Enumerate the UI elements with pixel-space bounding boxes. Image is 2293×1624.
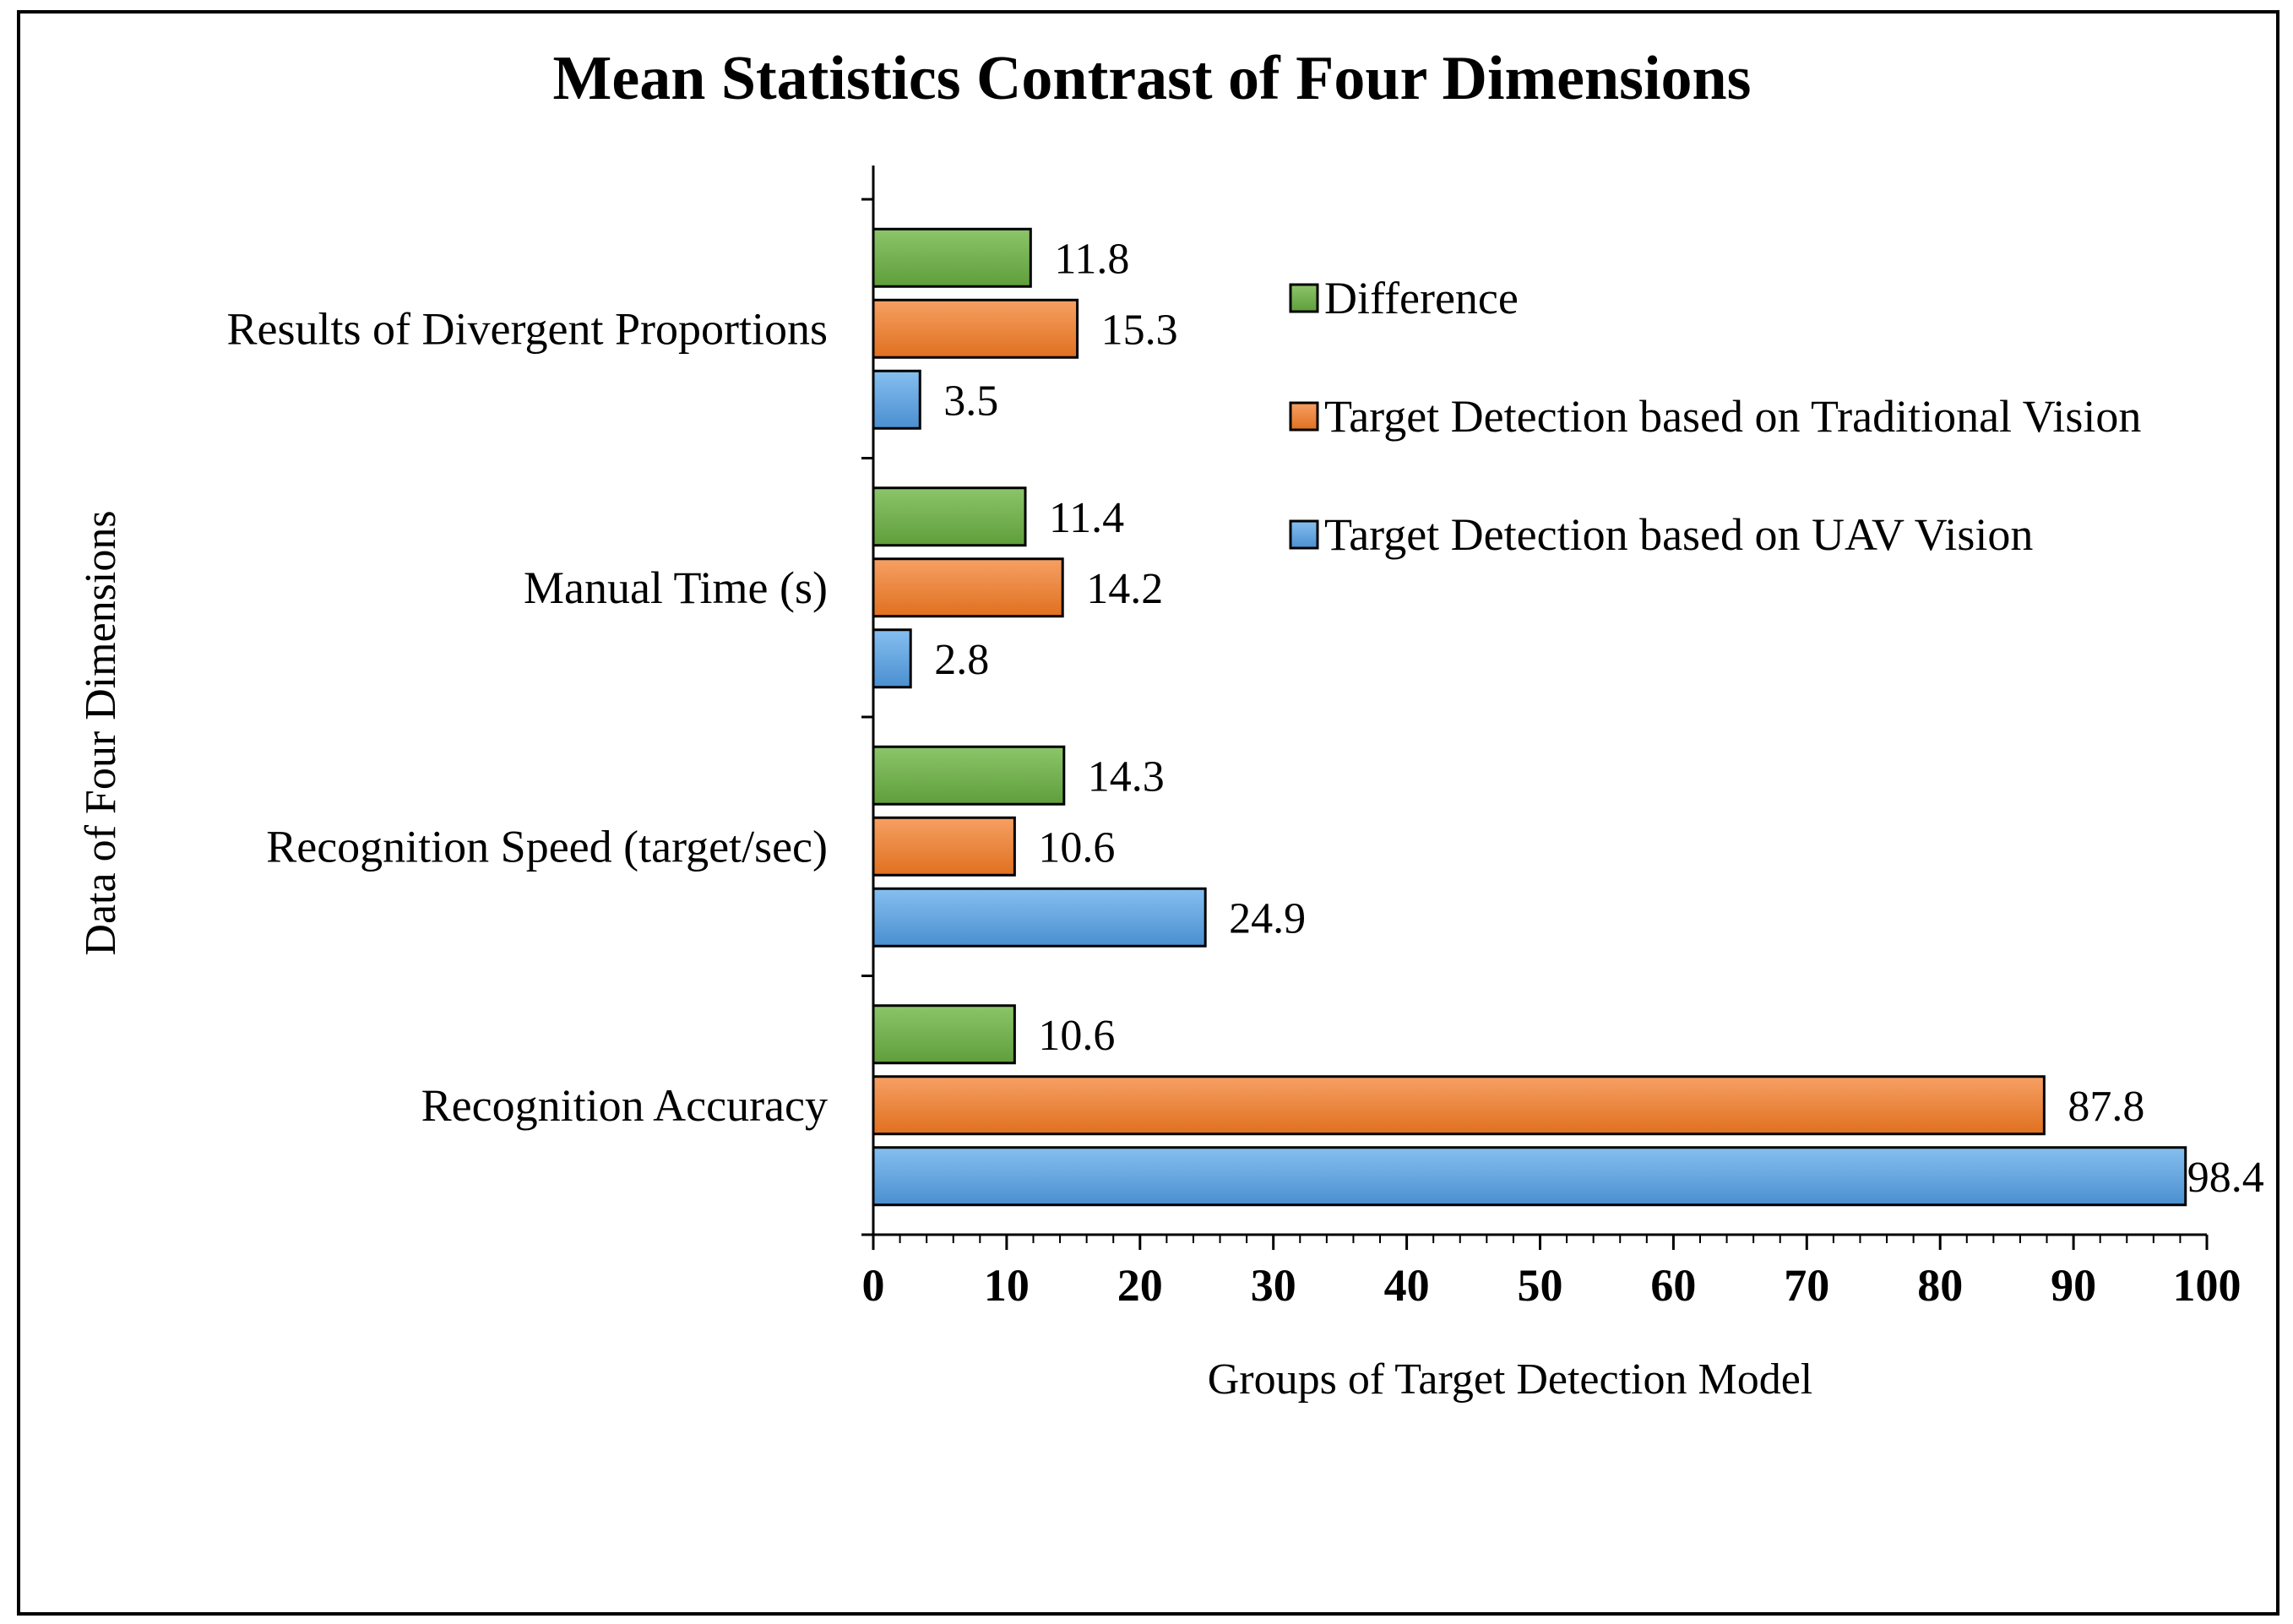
bar-target-detection-based-on-uav-vision-recognition-accuracy [872, 1146, 2187, 1207]
x-tick-label-20: 20 [1117, 1260, 1163, 1311]
chart-title: Mean Statistics Contrast of Four Dimensi… [553, 44, 1752, 113]
bar-target-detection-based-on-traditional-vision-recognition-speed-target-sec [872, 816, 1016, 877]
legend-item-target-detection-based-on-traditional-vision: Target Detection based on Traditional Vi… [1289, 391, 2141, 442]
x-tick-label-70: 70 [1784, 1260, 1829, 1311]
category-labels-group: Results of Divergent Proportions Manual T… [227, 303, 828, 1131]
legend-item-difference: Difference [1289, 273, 1519, 323]
category-label-recognition-speed-target-sec: Recognition Speed (target/sec) [266, 821, 828, 872]
axes-group [861, 166, 2209, 1250]
bar-target-detection-based-on-uav-vision-manual-time-s [872, 628, 912, 689]
legend-swatch-target-detection-based-on-uav-vision [1289, 519, 1319, 550]
value-label-difference-results-of-divergent-proportions: 11.8 [1054, 235, 1129, 283]
value-labels-group: 11.8 15.3 3.5 11.4 14.2 2.8 14.3 10.6 24.9 10.6 87… [934, 235, 2264, 1202]
value-label-target-detection-based-on-traditional-vision-recognition-accuracy: 87.8 [2068, 1083, 2144, 1131]
x-tick-label-0: 0 [862, 1260, 885, 1311]
value-label-target-detection-based-on-traditional-vision-manual-time-s: 14.2 [1086, 565, 1163, 613]
value-label-target-detection-based-on-uav-vision-recognition-accuracy: 98.4 [2187, 1154, 2264, 1202]
x-tick-label-100: 100 [2173, 1260, 2241, 1311]
legend-item-target-detection-based-on-uav-vision: Target Detection based on UAV Vision [1289, 509, 2033, 560]
bar-difference-manual-time-s [872, 486, 1027, 547]
x-tick-label-60: 60 [1650, 1260, 1696, 1311]
category-label-manual-time-s: Manual Time (s) [524, 562, 828, 613]
category-label-results-of-divergent-proportions: Results of Divergent Proportions [227, 303, 828, 354]
value-label-target-detection-based-on-traditional-vision-recognition-speed-target-sec: 10.6 [1038, 823, 1115, 872]
value-label-target-detection-based-on-traditional-vision-results-of-divergent-proportions: 15.3 [1101, 306, 1178, 354]
x-tick-label-90: 90 [2051, 1260, 2096, 1311]
x-tick-label-40: 40 [1384, 1260, 1430, 1311]
bar-target-detection-based-on-traditional-vision-results-of-divergent-proportions [872, 298, 1079, 359]
tick-labels-group: 0 10 20 30 40 50 60 70 80 90 100 [862, 1260, 2241, 1311]
bar-difference-recognition-accuracy [872, 1004, 1016, 1065]
legend-swatch-difference [1289, 283, 1319, 313]
category-label-recognition-accuracy: Recognition Accuracy [421, 1080, 828, 1131]
bar-difference-results-of-divergent-proportions [872, 227, 1032, 288]
x-tick-label-10: 10 [984, 1260, 1030, 1311]
x-tick-label-30: 30 [1251, 1260, 1296, 1311]
bar-target-detection-based-on-uav-vision-results-of-divergent-proportions [872, 369, 921, 430]
value-label-difference-recognition-speed-target-sec: 14.3 [1088, 752, 1165, 801]
bar-target-detection-based-on-uav-vision-recognition-speed-target-sec [872, 887, 1207, 948]
x-tick-label-50: 50 [1518, 1260, 1563, 1311]
bar-target-detection-based-on-traditional-vision-manual-time-s [872, 557, 1064, 618]
value-label-target-detection-based-on-uav-vision-results-of-divergent-proportions: 3.5 [943, 377, 998, 425]
y-axis-title: Data of Four Dimensions [77, 510, 125, 955]
value-label-target-detection-based-on-uav-vision-manual-time-s: 2.8 [934, 636, 989, 684]
legend-swatch-target-detection-based-on-traditional-vision [1289, 401, 1319, 432]
x-tick-label-80: 80 [1917, 1260, 1963, 1311]
value-label-difference-manual-time-s: 11.4 [1049, 494, 1124, 542]
chart-frame [17, 10, 2279, 1616]
legend-label-target-detection-based-on-traditional-vision: Target Detection based on Traditional Vi… [1324, 391, 2141, 442]
value-label-target-detection-based-on-uav-vision-recognition-speed-target-sec: 24.9 [1229, 894, 1306, 942]
bar-target-detection-based-on-traditional-vision-recognition-accuracy [872, 1075, 2046, 1136]
legend: Difference Target Detection based on Trad… [1289, 273, 2141, 560]
bars-group [872, 227, 2187, 1207]
legend-label-difference: Difference [1324, 273, 1519, 323]
value-label-difference-recognition-accuracy: 10.6 [1038, 1012, 1115, 1060]
x-axis-title: Groups of Target Detection Model [1208, 1355, 1813, 1404]
legend-label-target-detection-based-on-uav-vision: Target Detection based on UAV Vision [1324, 509, 2033, 560]
bar-difference-recognition-speed-target-sec [872, 745, 1066, 806]
